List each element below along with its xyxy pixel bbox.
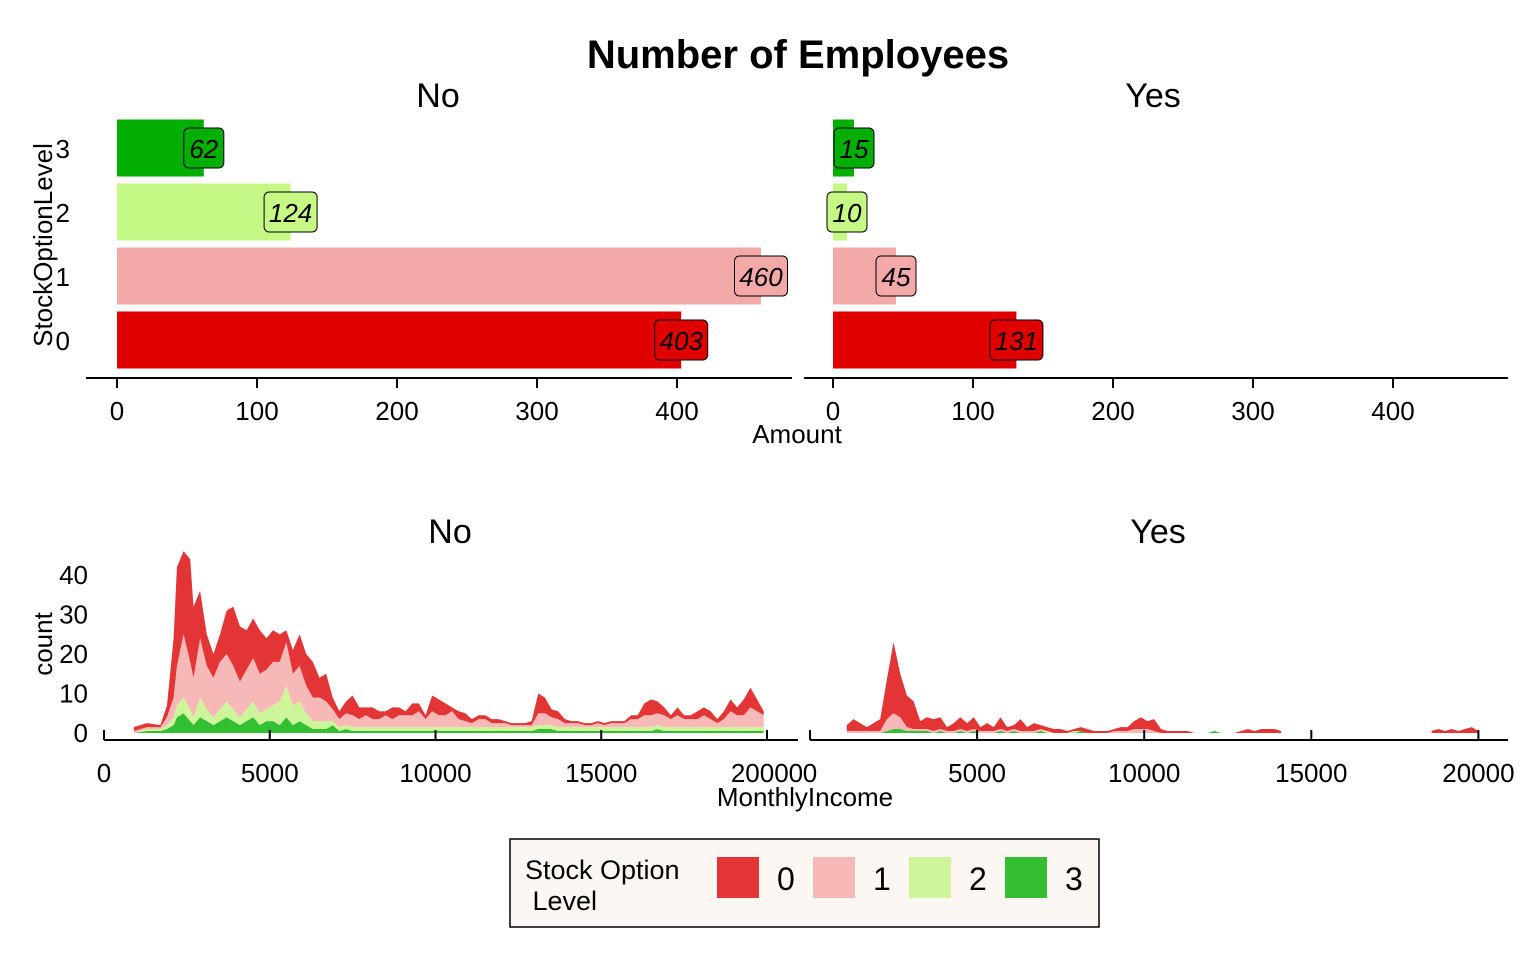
- y-tick-label: 30: [59, 600, 88, 630]
- y-tick-label-level-1: 1: [56, 262, 70, 292]
- bar-value-label-no-level-0: 403: [654, 319, 709, 361]
- area-no-level-2: [133, 685, 764, 733]
- legend-items: 0 1 2 3: [717, 857, 1083, 898]
- x-tick-label: 0: [110, 396, 124, 426]
- legend-swatch-level-1: [813, 857, 855, 898]
- bar-yes-level-0: [833, 311, 1017, 369]
- bar-value-label-text: 15: [840, 134, 869, 164]
- x-tick-label: 0: [826, 396, 840, 426]
- x-tick-label: 300: [1231, 396, 1274, 426]
- x-axis-label-bottom: MonthlyIncome: [717, 782, 893, 812]
- legend-swatch-level-3: [1005, 857, 1047, 898]
- x-tick-label: 10000: [399, 758, 471, 788]
- area-no-level-0: [133, 551, 764, 732]
- legend-label-level-0: 0: [777, 861, 795, 897]
- y-tick-label-level-2: 2: [56, 198, 70, 228]
- area-yes-level-0-tail: [1431, 727, 1479, 733]
- area-no-level-3: [133, 713, 764, 733]
- bar-value-label-yes-level-2: 10: [826, 191, 868, 233]
- bar-value-label-box: [833, 127, 875, 169]
- x-tick-label: 200: [1091, 396, 1134, 426]
- y-tick-label: 10: [59, 679, 88, 709]
- panel-title-yes-bottom: Yes: [1130, 513, 1185, 551]
- area-panel-no: 0 5000 10000 15000 20000: [97, 551, 803, 788]
- bar-value-label-box: [183, 127, 225, 169]
- bar-value-label-text: 131: [995, 326, 1038, 356]
- panel-title-no-bottom: No: [428, 513, 471, 551]
- legend-title-line-2: Level: [525, 886, 597, 916]
- bar-value-label-box: [826, 191, 868, 233]
- bar-value-label-box: [263, 191, 318, 233]
- bar-value-label-text: 10: [833, 198, 862, 228]
- legend-swatch-level-0: [717, 857, 759, 898]
- bar-value-label-text: 460: [739, 262, 783, 292]
- area-yes-level-3: [846, 729, 1282, 733]
- y-tick-label: 40: [59, 560, 88, 590]
- bar-value-label-box: [654, 319, 709, 361]
- y-tick-label-level-0: 0: [56, 326, 70, 356]
- x-tick-label: 5000: [948, 758, 1006, 788]
- y-tick-label: 0: [74, 718, 88, 748]
- bar-value-label-no-level-2: 124: [263, 191, 318, 233]
- legend-label-level-2: 2: [969, 861, 987, 897]
- bar-no-level-1: [117, 247, 761, 305]
- legend-label-level-1: 1: [873, 861, 891, 897]
- legend-label-level-3: 3: [1065, 861, 1083, 897]
- bar-value-label-box: [989, 319, 1044, 361]
- legend-box: [509, 838, 1100, 928]
- bar-value-label-box: [734, 255, 788, 297]
- figure-title: Number of Employees: [587, 33, 1009, 77]
- x-tick-label: 400: [655, 396, 698, 426]
- bar-value-label-yes-level-0: 131: [989, 319, 1044, 361]
- legend-swatch-level-2: [909, 857, 951, 898]
- bar-value-label-box: [875, 255, 917, 297]
- bar-no-level-2: [117, 183, 291, 241]
- x-tick-label: 200: [375, 396, 418, 426]
- bar-value-label-no-level-3: 62: [183, 127, 225, 169]
- legend: Stock Option Level 0 1 2 3: [509, 838, 1100, 928]
- x-tick-label: 100: [235, 396, 278, 426]
- x-tick-label: 15000: [565, 758, 637, 788]
- bar-panel-yes: 131 45 10 15 0 100 200 300 400: [804, 119, 1508, 426]
- x-tick-label: 100: [951, 396, 994, 426]
- x-tick-label: 400: [1371, 396, 1414, 426]
- bar-panel-no: 403 460 124 62 0 100 200 300 400 0 1 2 3: [56, 119, 792, 426]
- bar-value-label-yes-level-1: 45: [875, 255, 917, 297]
- y-tick-label-level-3: 3: [56, 134, 70, 164]
- y-axis-label-top: StockOptionLevel: [28, 143, 58, 347]
- panel-title-no-top: No: [416, 77, 459, 115]
- x-tick-label: 20000: [1442, 758, 1514, 788]
- y-axis-label-bottom: count: [28, 611, 58, 675]
- x-axis-label-top: Amount: [752, 419, 842, 449]
- x-tick-label: 10000: [1108, 758, 1180, 788]
- bar-no-level-0: [117, 311, 682, 369]
- bar-value-label-no-level-1: 460: [734, 255, 788, 297]
- x-tick-label: 20000: [731, 758, 803, 788]
- area-y-axis: 0 10 20 30 40: [59, 560, 88, 748]
- bar-value-label-text: 62: [189, 134, 218, 164]
- bar-value-label-text: 403: [660, 326, 704, 356]
- area-yes-level-0: [846, 642, 1282, 733]
- x-tick-label: 15000: [1275, 758, 1347, 788]
- x-tick-label: 5000: [241, 758, 299, 788]
- bar-value-label-text: 45: [882, 262, 911, 292]
- x-tick-label: 0: [803, 758, 817, 788]
- legend-title-line-1: Stock Option: [525, 855, 680, 885]
- area-panel-yes: 0 5000 10000 15000 20000: [803, 642, 1515, 788]
- bar-value-label-yes-level-3: 15: [833, 127, 875, 169]
- x-tick-label: 300: [515, 396, 558, 426]
- panel-title-yes-top: Yes: [1125, 77, 1180, 115]
- y-tick-label: 20: [59, 639, 88, 669]
- bar-value-label-text: 124: [269, 198, 312, 228]
- x-tick-label: 0: [97, 758, 111, 788]
